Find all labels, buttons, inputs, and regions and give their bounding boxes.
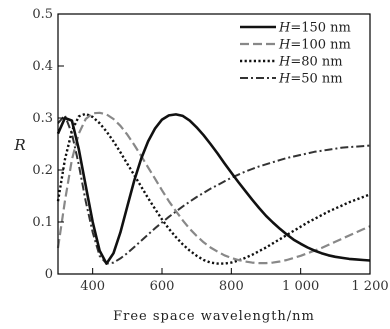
legend-label-2: H=100 nm [278,38,351,53]
axis-tick-labels: 400 600 800 1 000 1 200 0 0.1 0.2 0.3 0.4 0.5 [32,7,388,294]
series-line-3 [56,112,371,265]
y-axis-label: R [13,136,25,154]
y-tick-label: 0.3 [32,111,53,126]
x-tick-label: 800 [219,279,244,294]
series-line-2 [56,111,371,265]
axis-ticks [58,13,371,275]
x-tick-label: 1 200 [351,279,388,294]
y-tick-label: 0.4 [32,59,53,74]
plot-frame [57,13,371,275]
series-line-1 [56,113,371,265]
plot-lines [56,111,371,265]
x-tick-label: 400 [80,279,105,294]
legend-label-1: H=150 nm [278,21,351,36]
series-line-4 [57,114,371,265]
x-tick-label: 600 [150,279,175,294]
y-tick-label: 0.2 [32,163,53,178]
y-tick-label: 0 [45,267,53,282]
x-axis-label: Free space wavelength/nm [113,309,315,324]
legend-label-3: H=80 nm [278,55,343,70]
y-tick-label: 0.1 [32,215,53,230]
legend-label-4: H=50 nm [278,72,343,87]
legend: H=150 nm H=100 nm H=80 nm H=50 nm [240,21,351,87]
y-tick-label: 0.5 [32,7,53,22]
x-tick-label: 1 000 [282,279,319,294]
